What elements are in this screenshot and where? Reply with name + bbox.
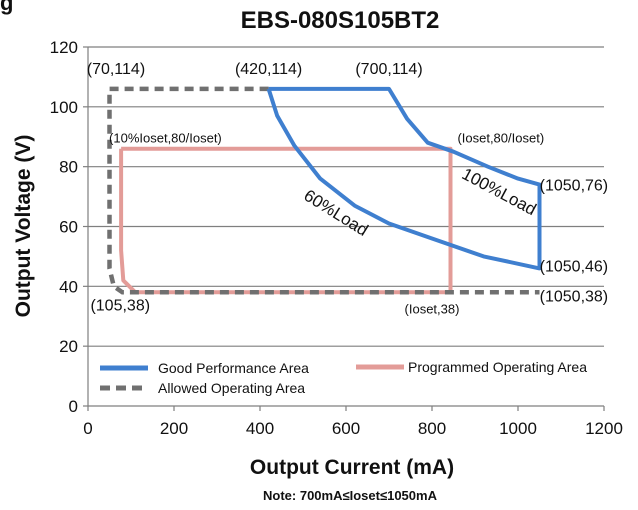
- annotation-2: (700,114): [355, 61, 422, 78]
- x-tick-label-600: 600: [332, 419, 360, 438]
- legend-label-allowed-operating: Allowed Operating Area: [158, 380, 305, 396]
- series-allowed-operating-area: [107, 86, 540, 295]
- annotation-0: (70,114): [87, 61, 145, 78]
- annotation-7: (1050,38): [540, 288, 609, 305]
- series-good-performance-area: [266, 86, 542, 271]
- y-tick-label-120: 120: [50, 38, 78, 57]
- annotations: (70,114) (420,114) (700,114) (10%Ioset,80/I…: [87, 61, 608, 316]
- footnote: Note: 700mA≤Ioset≤1050mA: [263, 488, 438, 503]
- x-tick-label-200: 200: [160, 419, 188, 438]
- annotation-4: (Ioset,80/Ioset): [457, 131, 544, 146]
- x-tick-label-400: 400: [246, 419, 274, 438]
- series-programmed-operating-area: [119, 146, 453, 295]
- y-tick-label-80: 80: [59, 158, 78, 177]
- y-tick-label-60: 60: [59, 218, 78, 237]
- x-tick-label-1200: 1200: [585, 419, 623, 438]
- x-tick-labels: 0 200 400 600 800 1000 1200: [83, 406, 623, 438]
- y-tick-labels: 0 20 40 60 80 100 120: [50, 38, 88, 416]
- clipped-heading-fragment: g: [0, 0, 13, 15]
- y-tick-label-100: 100: [50, 98, 78, 117]
- x-axis-label: Output Current (mA): [250, 456, 454, 479]
- annotation-1: (420,114): [235, 61, 302, 78]
- annotation-9: (Ioset,38): [405, 301, 460, 316]
- annotation-10: 60%Load: [301, 186, 372, 240]
- gridlines: [88, 46, 604, 347]
- y-axis-label: Output Voltage (V): [12, 135, 35, 318]
- y-tick-label-0: 0: [69, 397, 78, 416]
- series-group: [107, 86, 542, 295]
- legend: Good Performance Area Programmed Operati…: [100, 359, 587, 396]
- annotation-8: (105,38): [90, 297, 150, 314]
- legend-label-programmed-operating: Programmed Operating Area: [408, 359, 587, 375]
- legend-label-good-performance: Good Performance Area: [158, 360, 309, 376]
- annotation-3: (10%Ioset,80/Ioset): [109, 131, 222, 146]
- x-tick-label-1000: 1000: [499, 419, 537, 438]
- annotation-5: (1050,76): [540, 178, 609, 195]
- x-tick-label-800: 800: [418, 419, 446, 438]
- chart-title: EBS-080S105BT2: [241, 7, 440, 34]
- y-tick-label-20: 20: [59, 337, 78, 356]
- annotation-6: (1050,46): [540, 258, 609, 275]
- y-tick-label-40: 40: [59, 277, 78, 296]
- x-tick-label-0: 0: [83, 419, 92, 438]
